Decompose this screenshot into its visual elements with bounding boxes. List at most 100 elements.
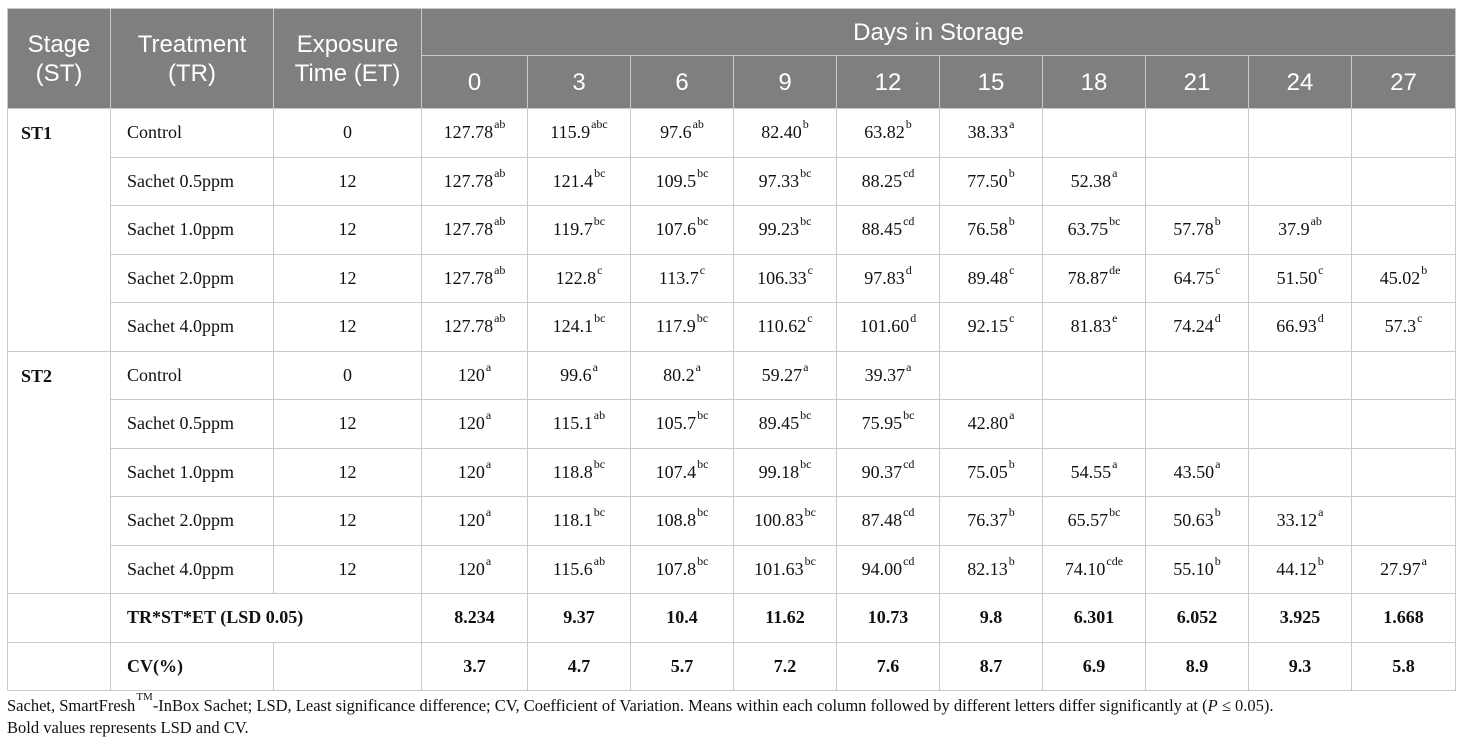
mean-value: 59.27 (761, 364, 803, 385)
mean-value: 55.10 (1173, 558, 1214, 579)
value-cell: 44.12b (1248, 544, 1352, 594)
value-cell: 115.1ab (527, 399, 631, 449)
value-cell: 119.7bc (527, 205, 631, 255)
significance-letters: bc (800, 165, 812, 180)
mean-value: 51.50 (1276, 267, 1318, 288)
cv-value: 9.3 (1248, 641, 1352, 691)
value-cell: 88.25cd (836, 156, 940, 206)
value-cell: 27.97a (1350, 544, 1457, 594)
treatment-cell: Sachet 0.5ppm (110, 399, 274, 449)
value-cell: 82.13b (939, 544, 1043, 594)
value-cell: 120a (421, 399, 528, 449)
empty-cell (7, 593, 111, 643)
value-cell: 105.7bc (630, 399, 734, 449)
mean-value: 124.1 (552, 316, 594, 337)
table-row: Sachet 0.5ppm 12 127.78ab 121.4bc 109.5bc 97.… (8, 156, 1457, 206)
mean-value: 97.6 (660, 122, 692, 143)
value-cell: 99.18bc (733, 447, 837, 497)
significance-letters: bc (696, 311, 709, 326)
significance-letters: b (1008, 165, 1015, 180)
significance-letters: c (1215, 262, 1221, 277)
significance-letters: b (1214, 505, 1221, 520)
mean-value: 80.2 (663, 364, 695, 385)
value-cell: 65.57bc (1042, 496, 1146, 546)
mean-value: 75.05 (967, 461, 1008, 482)
header-exposure-time: Exposure Time (ET) (273, 8, 422, 109)
value-cell: 118.1bc (527, 496, 631, 546)
mean-value: 76.58 (967, 219, 1008, 240)
mean-value: 120 (457, 413, 485, 434)
lsd-value: 10.4 (630, 593, 734, 643)
header-day: 6 (630, 55, 734, 109)
significance-letters: cd (903, 214, 915, 229)
cv-value: 8.9 (1145, 641, 1249, 691)
significance-letters: bc (593, 214, 606, 229)
mean-value: 45.02 (1379, 267, 1421, 288)
significance-letters: a (1009, 408, 1015, 423)
significance-letters: bc (804, 505, 816, 520)
lsd-value: 6.052 (1145, 593, 1249, 643)
mean-value: 99.18 (758, 461, 800, 482)
mean-value: 106.33 (757, 267, 807, 288)
significance-letters: bc (594, 165, 606, 180)
mean-value: 94.00 (861, 558, 903, 579)
value-cell: 81.83e (1042, 302, 1146, 352)
significance-letters: bc (697, 505, 709, 520)
value-cell: 77.50b (939, 156, 1043, 206)
significance-letters: a (485, 553, 492, 568)
value-cell: 54.55a (1042, 447, 1146, 497)
mean-value: 113.7 (658, 267, 699, 288)
value-cell: 51.50c (1248, 253, 1352, 303)
value-cell: 33.12a (1248, 496, 1352, 546)
value-cell: 127.78ab (421, 205, 528, 255)
row-label: TR*ST*ET (LSD 0.05) (110, 593, 422, 643)
value-cell: 76.58b (939, 205, 1043, 255)
value-cell: 122.8c (527, 253, 631, 303)
value-cell: 75.95bc (836, 399, 940, 449)
significance-letters: a (485, 505, 492, 520)
exposure-cell: 12 (273, 253, 422, 303)
mean-value: 119.7 (552, 219, 593, 240)
significance-letters: bc (903, 408, 915, 423)
significance-letters: d (910, 311, 917, 326)
storage-days-table: Stage (ST) Treatment (TR) Exposure Time (ET… (7, 8, 1457, 691)
exposure-cell: 12 (273, 302, 422, 352)
treatment-cell: Sachet 2.0ppm (110, 253, 274, 303)
mean-value: 127.78 (443, 170, 494, 191)
value-cell: 82.40b (733, 108, 837, 158)
mean-value: 120 (457, 364, 485, 385)
header-day: 3 (527, 55, 631, 109)
mean-value: 88.25 (861, 170, 903, 191)
mean-value: 75.95 (861, 413, 903, 434)
significance-letters: b (1214, 214, 1221, 229)
significance-letters: a (1112, 456, 1118, 471)
value-cell: 99.6a (527, 350, 631, 400)
significance-letters: a (1215, 456, 1221, 471)
mean-value: 82.13 (967, 558, 1008, 579)
significance-letters: a (592, 359, 598, 374)
lsd-value: 11.62 (733, 593, 837, 643)
mean-value: 101.60 (859, 316, 910, 337)
value-cell (1145, 156, 1249, 206)
significance-letters: d (1214, 311, 1221, 326)
significance-letters: bc (1109, 214, 1121, 229)
treatment-cell: Sachet 1.0ppm (110, 447, 274, 497)
empty-cell (273, 641, 422, 691)
significance-letters: c (1009, 311, 1015, 326)
mean-value: 52.38 (1070, 170, 1112, 191)
table-row: Sachet 2.0ppm 12 127.78ab 122.8c 113.7c 106.3… (8, 253, 1457, 303)
significance-letters: a (906, 359, 912, 374)
mean-value: 101.63 (754, 558, 804, 579)
mean-value: 42.80 (967, 413, 1009, 434)
value-cell: 57.78b (1145, 205, 1249, 255)
value-cell: 89.45bc (733, 399, 837, 449)
mean-value: 127.78 (443, 267, 494, 288)
significance-letters: a (803, 359, 809, 374)
treatment-cell: Sachet 0.5ppm (110, 156, 274, 206)
mean-value: 122.8 (555, 267, 597, 288)
value-cell (1145, 350, 1249, 400)
significance-letters: bc (697, 408, 709, 423)
significance-letters: c (1318, 262, 1324, 277)
mean-value: 107.8 (655, 558, 697, 579)
mean-value: 81.83 (1070, 316, 1112, 337)
